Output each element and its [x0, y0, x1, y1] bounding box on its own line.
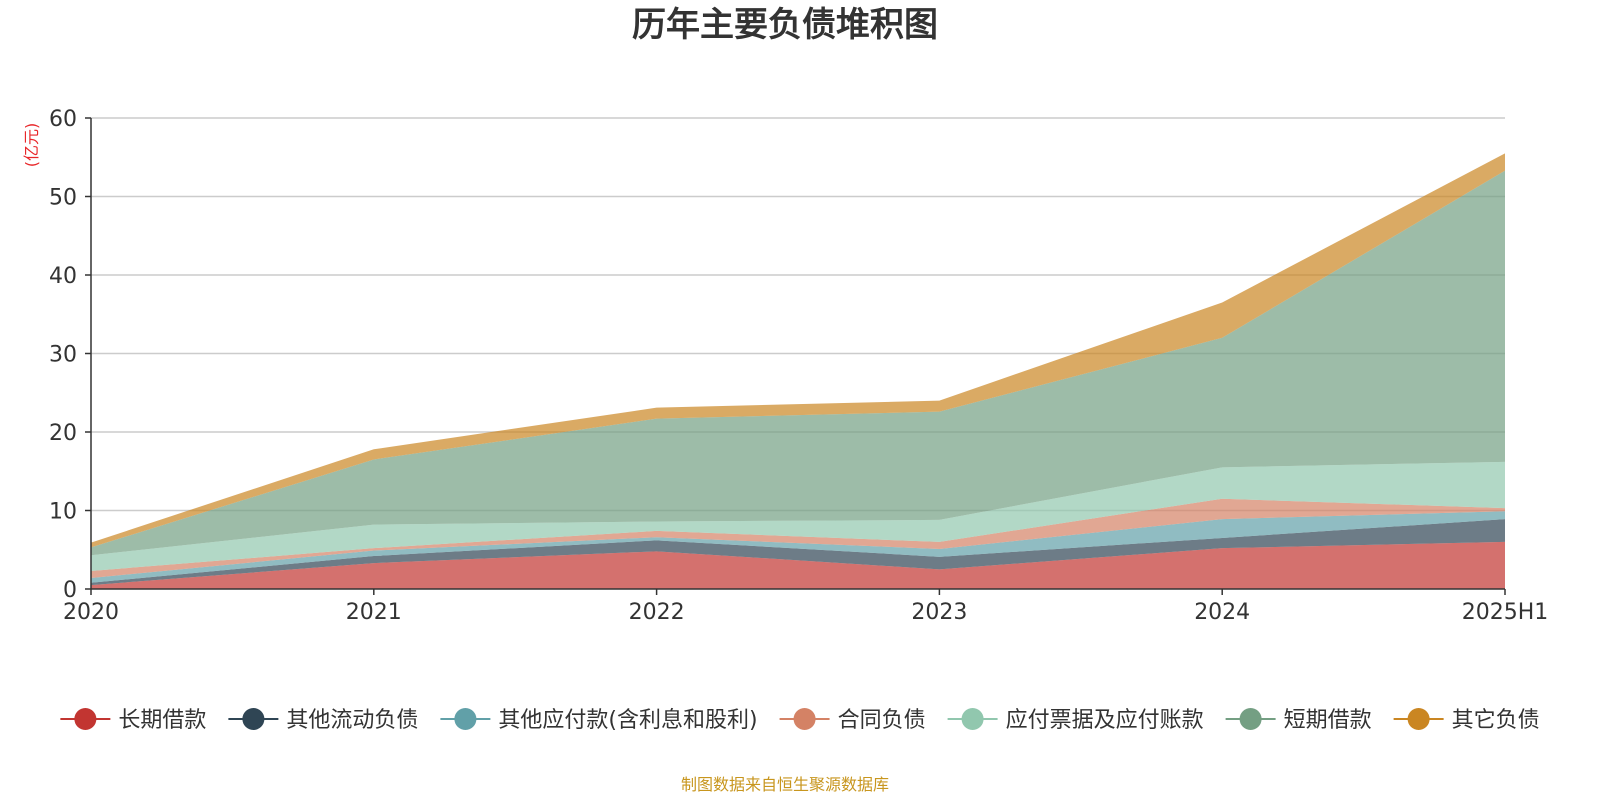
legend-item[interactable]: 其他流动负债	[228, 708, 418, 733]
y-tick-label: 30	[49, 343, 77, 368]
legend-marker	[1239, 708, 1262, 730]
chart-title: 历年主要负债堆积图	[632, 5, 938, 45]
legend-marker	[74, 708, 97, 730]
legend-item[interactable]: 短期借款	[1225, 708, 1372, 733]
x-tick-label: 2023	[911, 600, 967, 625]
legend[interactable]: 长期借款 其他流动负债 其他应付款(含利息和股利) 合同负债 应付票据及应付账款 短期借款…	[60, 708, 1540, 733]
legend-marker	[793, 708, 816, 730]
legend-marker	[961, 708, 984, 730]
legend-label: 长期借款	[118, 708, 206, 733]
x-tick-label: 2022	[629, 600, 685, 625]
legend-item[interactable]: 应付票据及应付账款	[947, 708, 1204, 733]
y-tick-label: 10	[49, 500, 77, 525]
stacked-areas	[91, 153, 1505, 589]
area-series-6	[91, 153, 1505, 548]
legend-label: 其它负债	[1452, 708, 1540, 733]
area-series-5	[91, 170, 1505, 556]
legend-item[interactable]: 其它负债	[1393, 708, 1540, 733]
legend-label: 其他流动负债	[286, 708, 418, 733]
source-note: 制图数据来自恒生聚源数据库	[681, 775, 889, 794]
y-axis-unit: (亿元)	[22, 123, 41, 168]
legend-marker	[1407, 708, 1430, 730]
legend-label: 合同负债	[838, 708, 926, 733]
legend-item[interactable]: 长期借款	[60, 708, 206, 733]
y-tick-label: 40	[49, 264, 77, 289]
area-series-4	[91, 461, 1505, 571]
y-tick-label: 60	[49, 107, 77, 132]
legend-marker	[454, 708, 477, 730]
axes: 0 10 20 30 40 50 60 2020 2021 2022 2023 2024 2025H1	[49, 107, 1548, 625]
x-tick-label: 2021	[346, 600, 402, 625]
area-series-1	[91, 519, 1505, 586]
legend-label: 短期借款	[1284, 708, 1372, 733]
y-tick-label: 20	[49, 421, 77, 446]
x-tick-label: 2020	[63, 600, 119, 625]
area-series-2	[91, 511, 1505, 583]
legend-label: 其他应付款(含利息和股利)	[498, 708, 757, 733]
y-tick-label: 50	[49, 186, 77, 211]
legend-item[interactable]: 其他应付款(含利息和股利)	[440, 708, 758, 733]
area-series-3	[91, 498, 1505, 579]
x-tick-label: 2025H1	[1462, 600, 1549, 625]
legend-marker	[242, 708, 265, 730]
legend-item[interactable]: 合同负债	[779, 708, 926, 733]
y-tick-label: 0	[63, 578, 77, 603]
x-tick-label: 2024	[1194, 600, 1250, 625]
area-series-0	[91, 541, 1505, 589]
legend-label: 应付票据及应付账款	[1006, 708, 1204, 733]
